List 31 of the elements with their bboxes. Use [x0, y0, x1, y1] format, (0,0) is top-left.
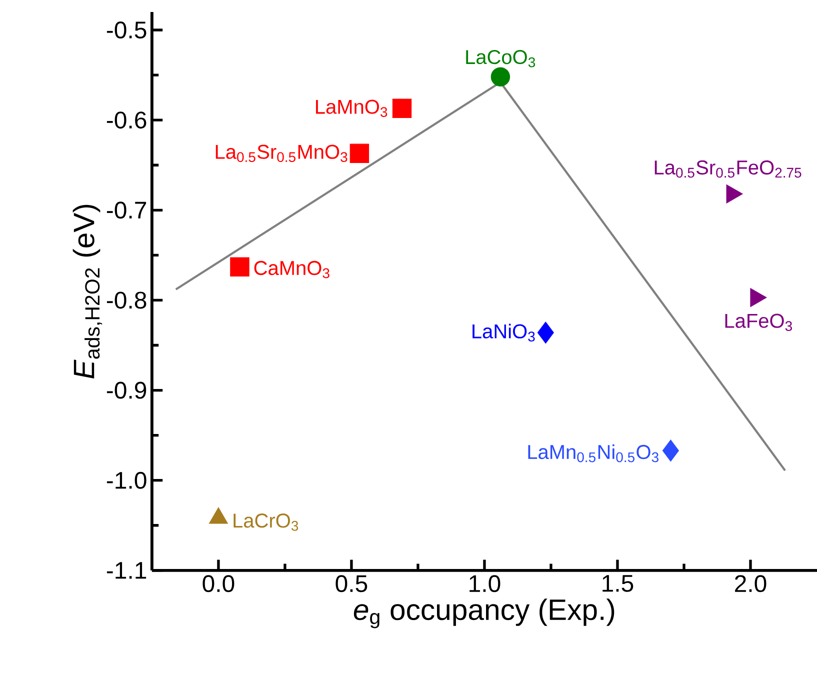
y-tick-label: -0.6	[106, 112, 146, 129]
point	[230, 257, 250, 276]
y-tick-label: -1.0	[106, 472, 146, 489]
series-label: LaMn$_{0.5}$Ni$_{0.5}$O$_{3}$	[528, 444, 658, 462]
x-tick-label: 2.0	[735, 575, 766, 592]
series-label: LaCrO$_{3}$	[234, 514, 298, 531]
point	[537, 322, 554, 344]
x-tick-label: 1.0	[470, 575, 500, 592]
x-axis-title: e$_{g}$ occupancy (Exp.)	[354, 598, 614, 628]
series-label: La$_{0.5}$Sr$_{0.5}$MnO$_{3}$	[216, 144, 348, 162]
x-tick-label: 1.5	[602, 575, 634, 592]
point	[750, 288, 767, 307]
series-label: LaCoO$_{3}$	[466, 50, 536, 68]
y-tick-label: -0.9	[106, 382, 146, 399]
y-tick-label: -0.7	[106, 202, 146, 219]
point	[350, 144, 370, 163]
point	[392, 98, 412, 118]
y-tick-label: -0.5	[106, 21, 146, 38]
series-label: CaMnO$_{3}$	[254, 260, 330, 278]
y-axis-title: E$_{ads,H2O2}$ (eV)	[72, 204, 102, 379]
x-tick-label: 0.5	[336, 575, 368, 592]
series-label: La$_{0.5}$Sr$_{0.5}$FeO$_{2.75}$	[654, 160, 802, 178]
x-tick-label: 0.0	[202, 575, 234, 592]
series-label: LaNiO$_{3}$	[472, 324, 535, 342]
series-label: LaMnO$_{3}$	[316, 100, 388, 117]
y-tick-label: -0.8	[106, 292, 146, 309]
y-tick-label: -1.1	[106, 562, 146, 579]
point	[662, 440, 679, 462]
series-label: LaFeO$_{3}$	[725, 314, 792, 332]
point	[490, 67, 510, 86]
point	[726, 184, 743, 204]
